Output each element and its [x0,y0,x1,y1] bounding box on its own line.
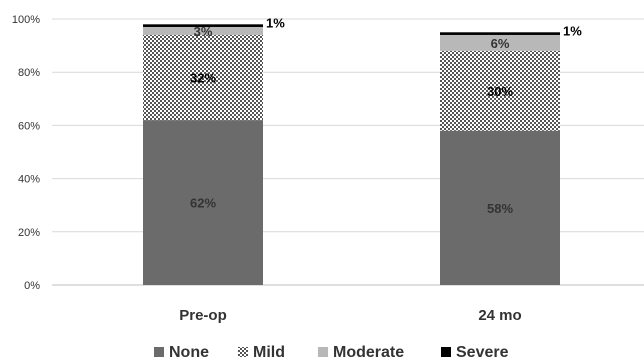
legend-label-none: None [169,344,209,360]
bar-severe-0 [143,24,263,27]
bar-mild-0 [143,34,263,121]
bar-moderate-0 [143,26,263,35]
data-label-mild-1: 30% [487,84,513,99]
y-tick-label: 80% [18,67,40,79]
data-label-moderate-1: 6% [491,36,510,51]
data-labels: 62% 32% 3% 1% 58% 30% 6% 1% [190,15,582,216]
y-tick-label: 0% [24,280,40,292]
legend-swatch-severe [441,347,451,357]
bars [143,24,560,285]
y-tick-label: 60% [18,120,40,132]
y-tick-label: 20% [18,227,40,239]
y-tick-label: 100% [12,14,40,26]
data-label-none-1: 58% [487,201,513,216]
legend-swatch-none [154,347,164,357]
y-tick-label: 40% [18,174,40,186]
bar-none-0 [143,120,263,285]
data-label-moderate-0: 3% [194,24,213,39]
legend-swatch-mild [238,347,248,357]
x-category-label: Pre-op [179,307,227,324]
x-axis-categories: Pre-op 24 mo [179,307,521,324]
bar-severe-1 [440,32,560,35]
bar-none-1 [440,130,560,285]
y-axis-ticks: 0% 20% 40% 60% 80% 100% [12,14,40,292]
data-label-severe-0: 1% [266,15,285,30]
legend-label-moderate: Moderate [333,344,404,360]
data-label-severe-1: 1% [563,23,582,38]
legend-label-severe: Severe [456,344,509,360]
legend: None Mild Moderate Severe [154,344,509,360]
bar-moderate-1 [440,34,560,51]
data-label-none-0: 62% [190,196,216,211]
x-category-label: 24 mo [478,307,521,324]
bar-mild-1 [440,50,560,131]
legend-label-mild: Mild [253,344,285,360]
data-label-mild-0: 32% [190,71,216,86]
legend-swatch-moderate [318,347,328,357]
